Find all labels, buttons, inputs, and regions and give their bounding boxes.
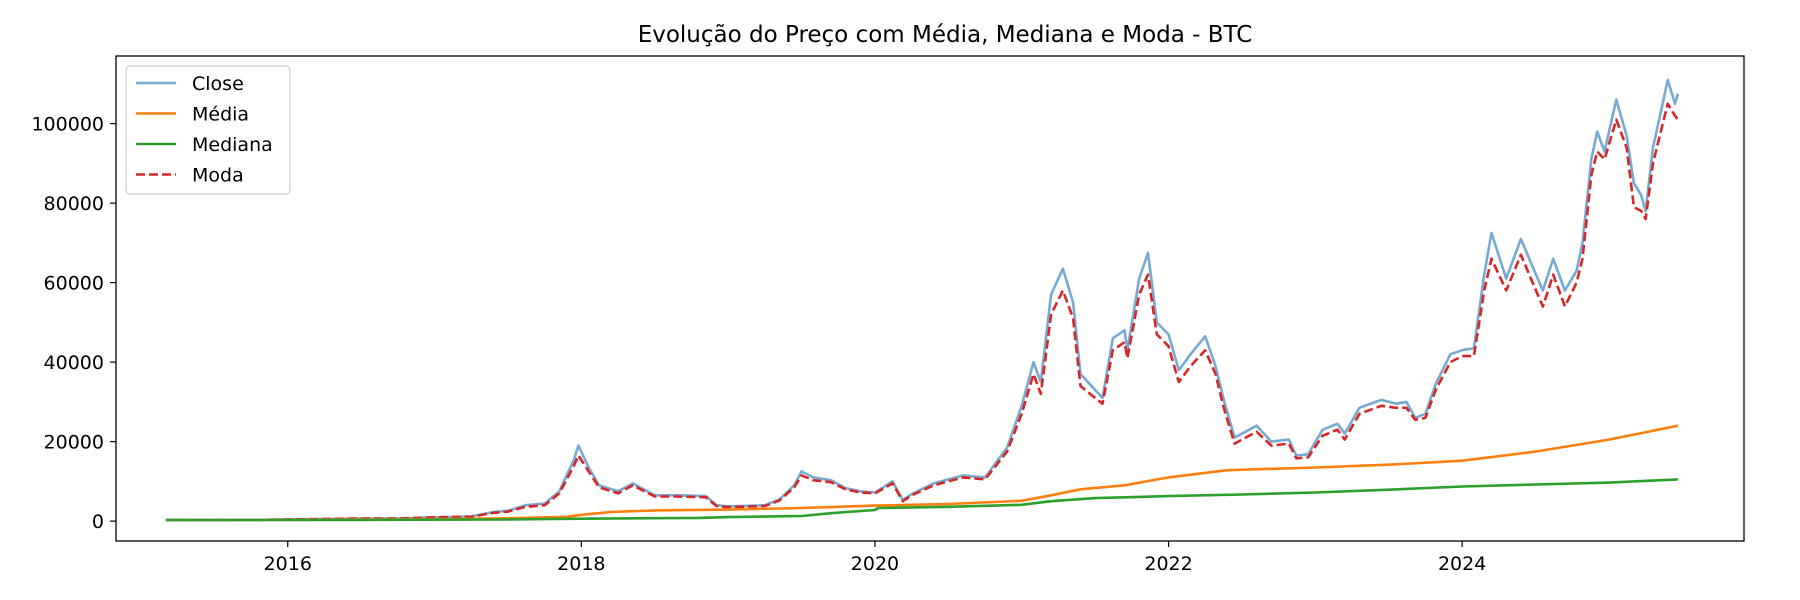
- y-tick-label: 0: [92, 511, 104, 533]
- series-line-moda: [165, 102, 1679, 522]
- series-line-close: [165, 78, 1680, 522]
- legend-label: Mediana: [192, 134, 273, 156]
- y-tick-label: 40000: [44, 352, 104, 374]
- legend-label: Média: [192, 104, 249, 126]
- x-tick-label: 2016: [264, 553, 312, 575]
- y-tick-label: 20000: [44, 432, 104, 454]
- legend-label: Close: [192, 73, 244, 95]
- y-tick-label: 60000: [44, 273, 104, 295]
- x-tick-label: 2024: [1438, 553, 1486, 575]
- y-tick-label: 100000: [31, 114, 104, 136]
- x-tick-label: 2022: [1144, 553, 1192, 575]
- legend-label: Moda: [192, 165, 244, 187]
- x-tick-label: 2020: [851, 553, 899, 575]
- axes: 2016 2018 2020 2022 2024 0 20000 40000 60000 8000…: [31, 55, 1745, 575]
- series-line-mdia: [165, 424, 1679, 522]
- series-line-mediana: [165, 478, 1678, 522]
- x-tick-label: 2018: [557, 553, 605, 575]
- plot-area: [165, 78, 1680, 522]
- chart-title: Evolução do Preço com Média, Mediana e M…: [638, 22, 1253, 48]
- axes-frame: [115, 55, 1745, 542]
- legend: Close Média Mediana Moda: [125, 65, 291, 195]
- legend-box: [125, 65, 291, 195]
- y-tick-label: 80000: [44, 193, 104, 215]
